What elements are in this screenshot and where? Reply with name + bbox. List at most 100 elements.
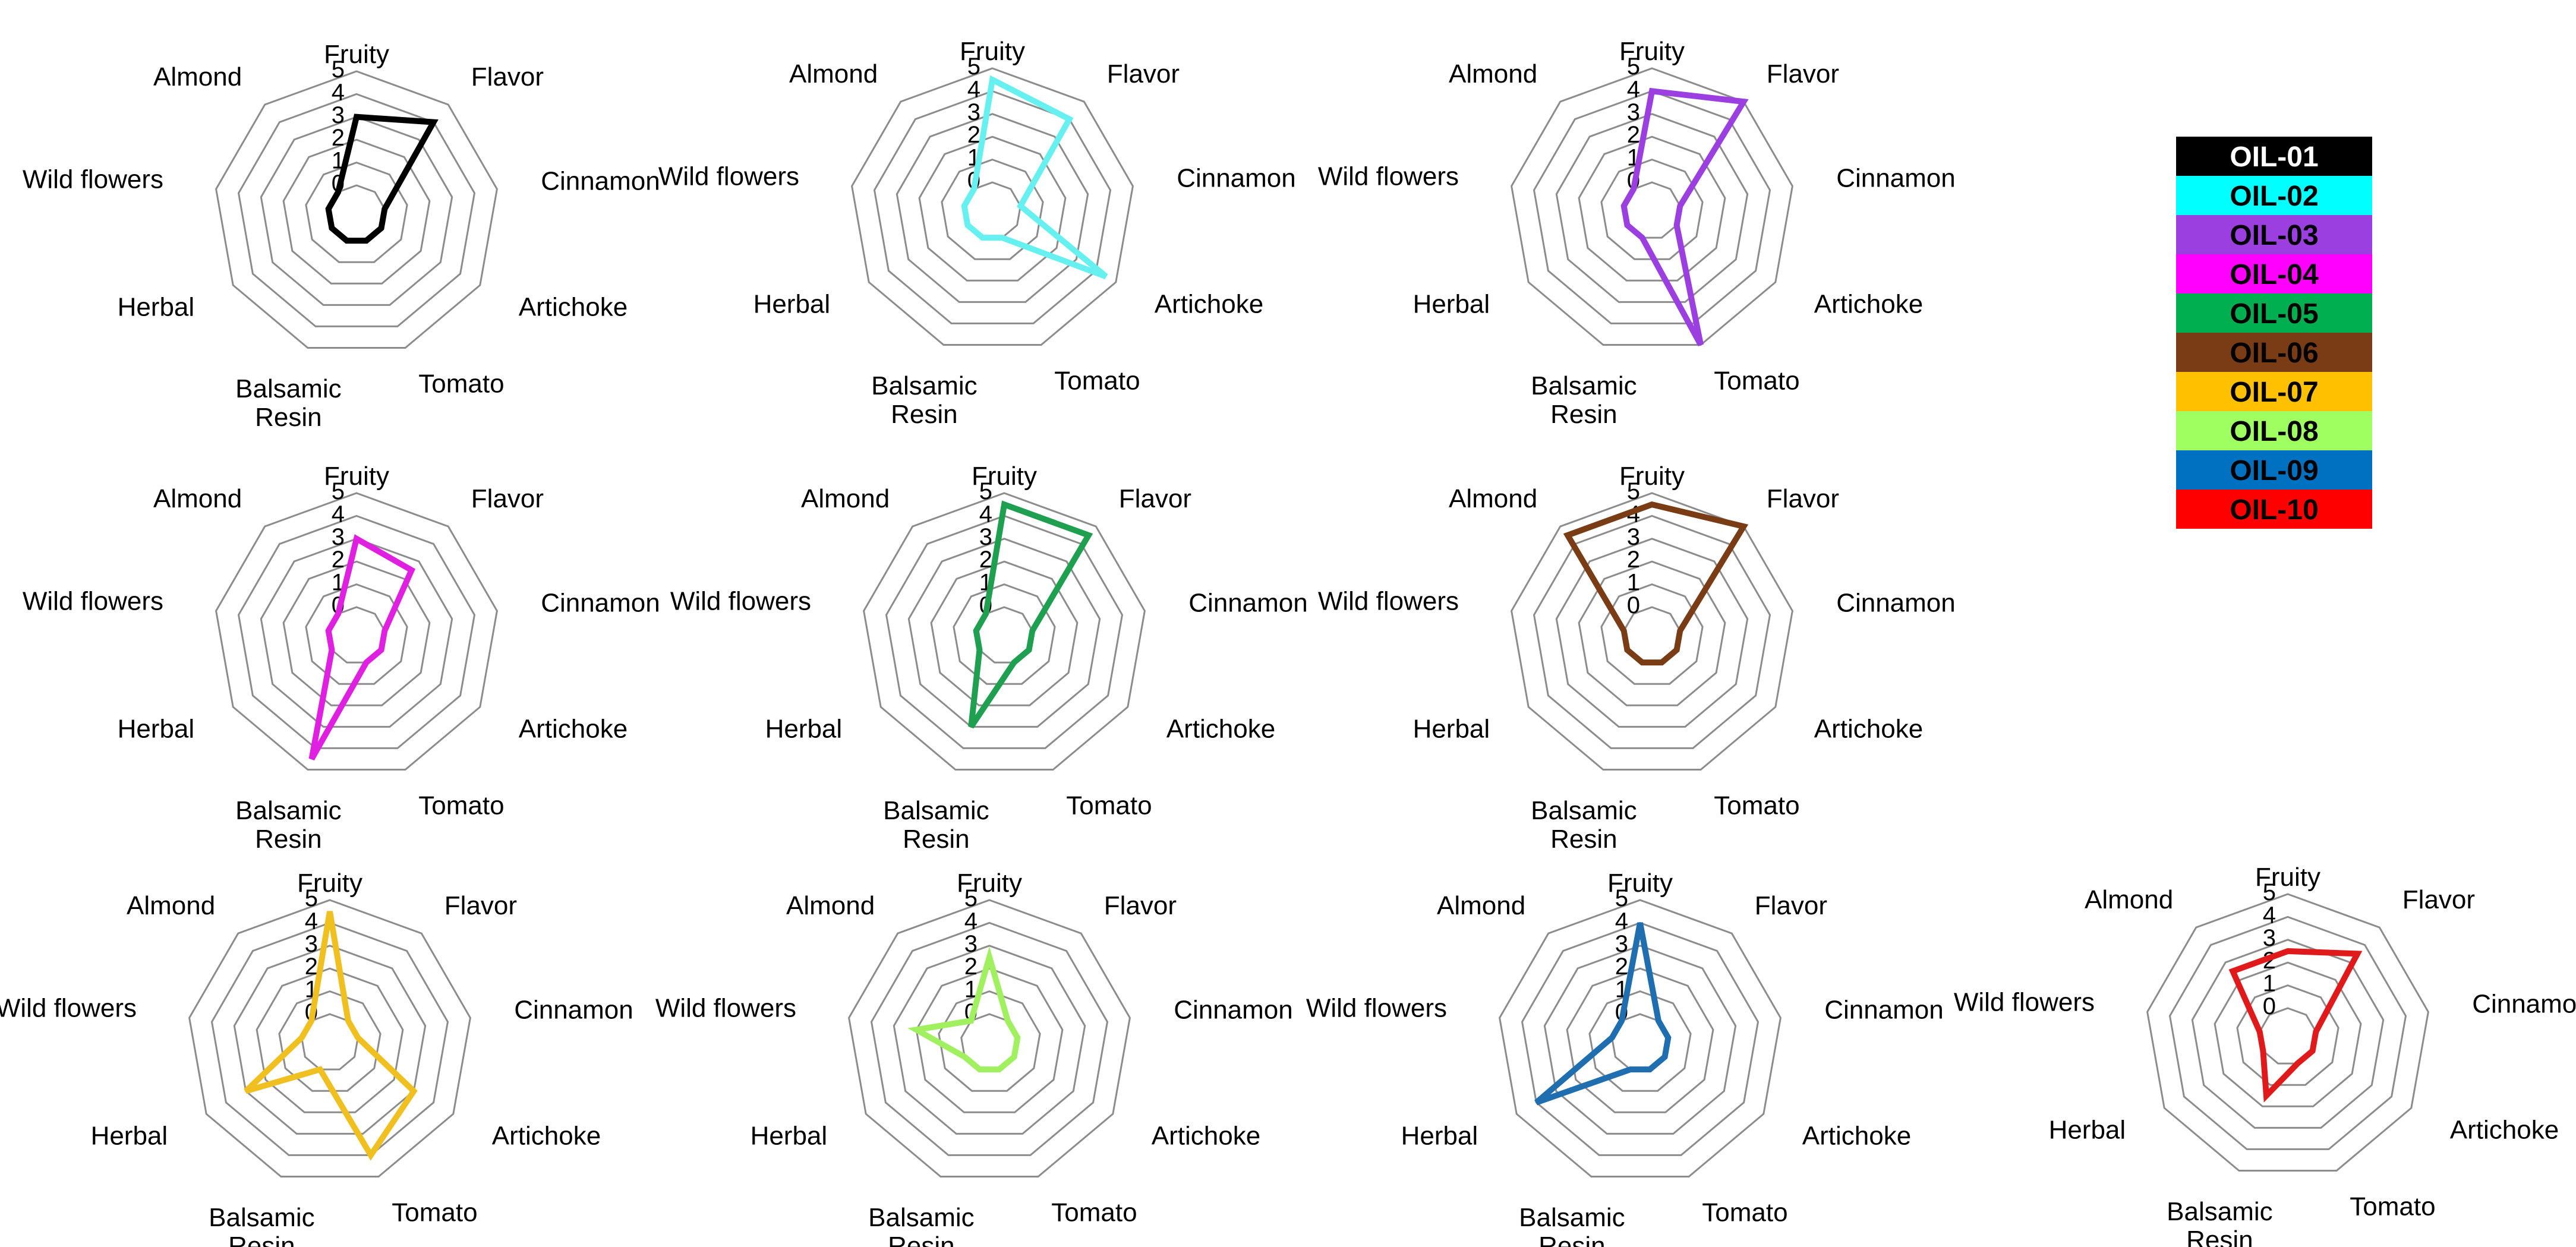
- axis-label: Balsamic Resin: [235, 796, 342, 854]
- tick-label: 3: [1627, 99, 1640, 125]
- tick-label: 2: [967, 122, 980, 148]
- axis-label: Cinnamon: [1177, 163, 1296, 192]
- radar-chart-oil-10: 012345FruityFlavorCinnamonArtichokeTomat…: [1954, 863, 2576, 1247]
- series-line-oil-09: [1534, 922, 1672, 1106]
- legend-label: OIL-03: [2230, 220, 2318, 251]
- legend-swatch: [2176, 372, 2372, 411]
- axis-label: Artichoke: [519, 715, 628, 744]
- tick-label: 3: [2263, 925, 2276, 951]
- axis-label: Tomato: [2350, 1192, 2435, 1221]
- tick-label: 4: [1615, 908, 1628, 934]
- axis-label: Flavor: [1767, 484, 1839, 513]
- tick-label: 4: [967, 76, 980, 102]
- grid-ring: [1600, 583, 1704, 685]
- axis-label: Balsamic Resin: [1531, 796, 1637, 854]
- grid-ring: [1511, 67, 1793, 346]
- tick-label: 4: [964, 908, 978, 934]
- tick-label: 5: [332, 478, 345, 504]
- axis-label: Balsamic Resin: [1531, 371, 1637, 429]
- axis-label: Wild flowers: [1954, 988, 2095, 1017]
- axis-label: Artichoke: [519, 293, 628, 322]
- radar-chart-oil-06: 012345FruityFlavorCinnamonArtichokeTomat…: [1318, 462, 1956, 854]
- legend-swatch: [2176, 176, 2372, 215]
- radar-chart-oil-09: 012345FruityFlavorCinnamonArtichokeTomat…: [1306, 869, 1944, 1247]
- axis-label: Cinnamon: [514, 995, 633, 1024]
- tick-label: 2: [332, 125, 345, 151]
- radar-chart-oil-01: 012345FruityFlavorCinnamonArtichokeTomat…: [23, 40, 660, 432]
- axis-label: Artichoke: [1802, 1122, 1911, 1151]
- axis-label: Balsamic Resin: [235, 374, 342, 432]
- axis-label: Tomato: [418, 791, 504, 820]
- axis-label: Herbal: [1413, 290, 1490, 319]
- axis-label: Wild flowers: [670, 587, 811, 616]
- grid-ring: [848, 899, 1131, 1177]
- tick-label: 5: [979, 478, 992, 504]
- axis-label: Tomato: [392, 1198, 477, 1227]
- axis-label: Cinnamon: [541, 166, 660, 195]
- legend-item: OIL-10: [2176, 490, 2372, 529]
- legend-item: OIL-09: [2176, 450, 2372, 490]
- grid-ring: [260, 116, 453, 306]
- axis-label: Fruity: [1619, 37, 1685, 66]
- grid-ring: [2191, 939, 2385, 1129]
- axis-label: Balsamic Resin: [871, 371, 978, 429]
- tick-label: 3: [305, 931, 318, 957]
- tick-label: 2: [964, 954, 978, 980]
- grid-ring: [305, 583, 408, 685]
- grid-ring: [930, 560, 1079, 706]
- legend-label: OIL-10: [2230, 494, 2318, 526]
- grid-ring: [2214, 961, 2362, 1107]
- tick-label: 3: [332, 524, 345, 550]
- grid-ring: [1533, 514, 1771, 749]
- radar-chart-oil-07: 012345FruityFlavorCinnamonArtichokeTomat…: [0, 869, 633, 1247]
- axis-label: Cinnamon: [1188, 588, 1308, 617]
- series-line-oil-07: [244, 911, 418, 1161]
- series-line-oil-08: [907, 946, 1021, 1073]
- grid-ring: [1578, 135, 1726, 282]
- legend-swatch: [2176, 450, 2372, 490]
- tick-label: 5: [1627, 478, 1640, 504]
- axis-label: Cinnamon: [1824, 995, 1944, 1024]
- grid-ring: [1533, 90, 1771, 324]
- axis-label: Artichoke: [1155, 290, 1263, 319]
- axis-label: Tomato: [1054, 367, 1140, 396]
- axis-label: Fruity: [960, 37, 1025, 66]
- tick-label: 4: [332, 79, 345, 105]
- axis-label: Balsamic Resin: [209, 1203, 315, 1247]
- tick-label: 0: [1627, 592, 1640, 618]
- axis-label: Cinnamon: [541, 588, 660, 617]
- legend-item: OIL-04: [2176, 254, 2372, 293]
- axis-label: Flavor: [1755, 891, 1827, 920]
- legend-label: OIL-07: [2230, 377, 2318, 408]
- axis-label: Fruity: [2255, 863, 2320, 892]
- grid-ring: [938, 990, 1041, 1092]
- legend-item: OIL-03: [2176, 215, 2372, 254]
- axis-label: Herbal: [1401, 1122, 1478, 1151]
- axis-label: Balsamic Resin: [2167, 1197, 2273, 1247]
- legend-label: OIL-01: [2230, 141, 2318, 173]
- grid-ring: [1600, 159, 1704, 260]
- axis-label: Flavor: [1104, 891, 1177, 920]
- tick-label: 2: [1615, 954, 1628, 980]
- axis-label: Artichoke: [2450, 1116, 2559, 1145]
- grid-ring: [210, 921, 449, 1156]
- axis-label: Tomato: [1066, 791, 1152, 820]
- grid-ring: [1521, 921, 1760, 1156]
- axis-label: Almond: [1437, 891, 1525, 920]
- axis-label: Artichoke: [1152, 1122, 1260, 1151]
- axis-label: Flavor: [471, 484, 544, 513]
- axis-label: Almond: [153, 62, 242, 91]
- grid-ring: [237, 514, 476, 749]
- axis-label: Herbal: [753, 290, 831, 319]
- grid-ring: [260, 538, 453, 728]
- axis-label: Cinnamon: [1174, 995, 1293, 1024]
- grid-ring: [2236, 984, 2339, 1086]
- grid-ring: [1499, 899, 1782, 1177]
- grid-ring: [237, 93, 476, 327]
- tick-label: 3: [1627, 524, 1640, 550]
- tick-label: 3: [964, 931, 978, 957]
- tick-label: 4: [2263, 902, 2276, 928]
- grid-ring: [863, 492, 1146, 771]
- legend-label: OIL-02: [2230, 181, 2318, 212]
- tick-label: 2: [1627, 547, 1640, 573]
